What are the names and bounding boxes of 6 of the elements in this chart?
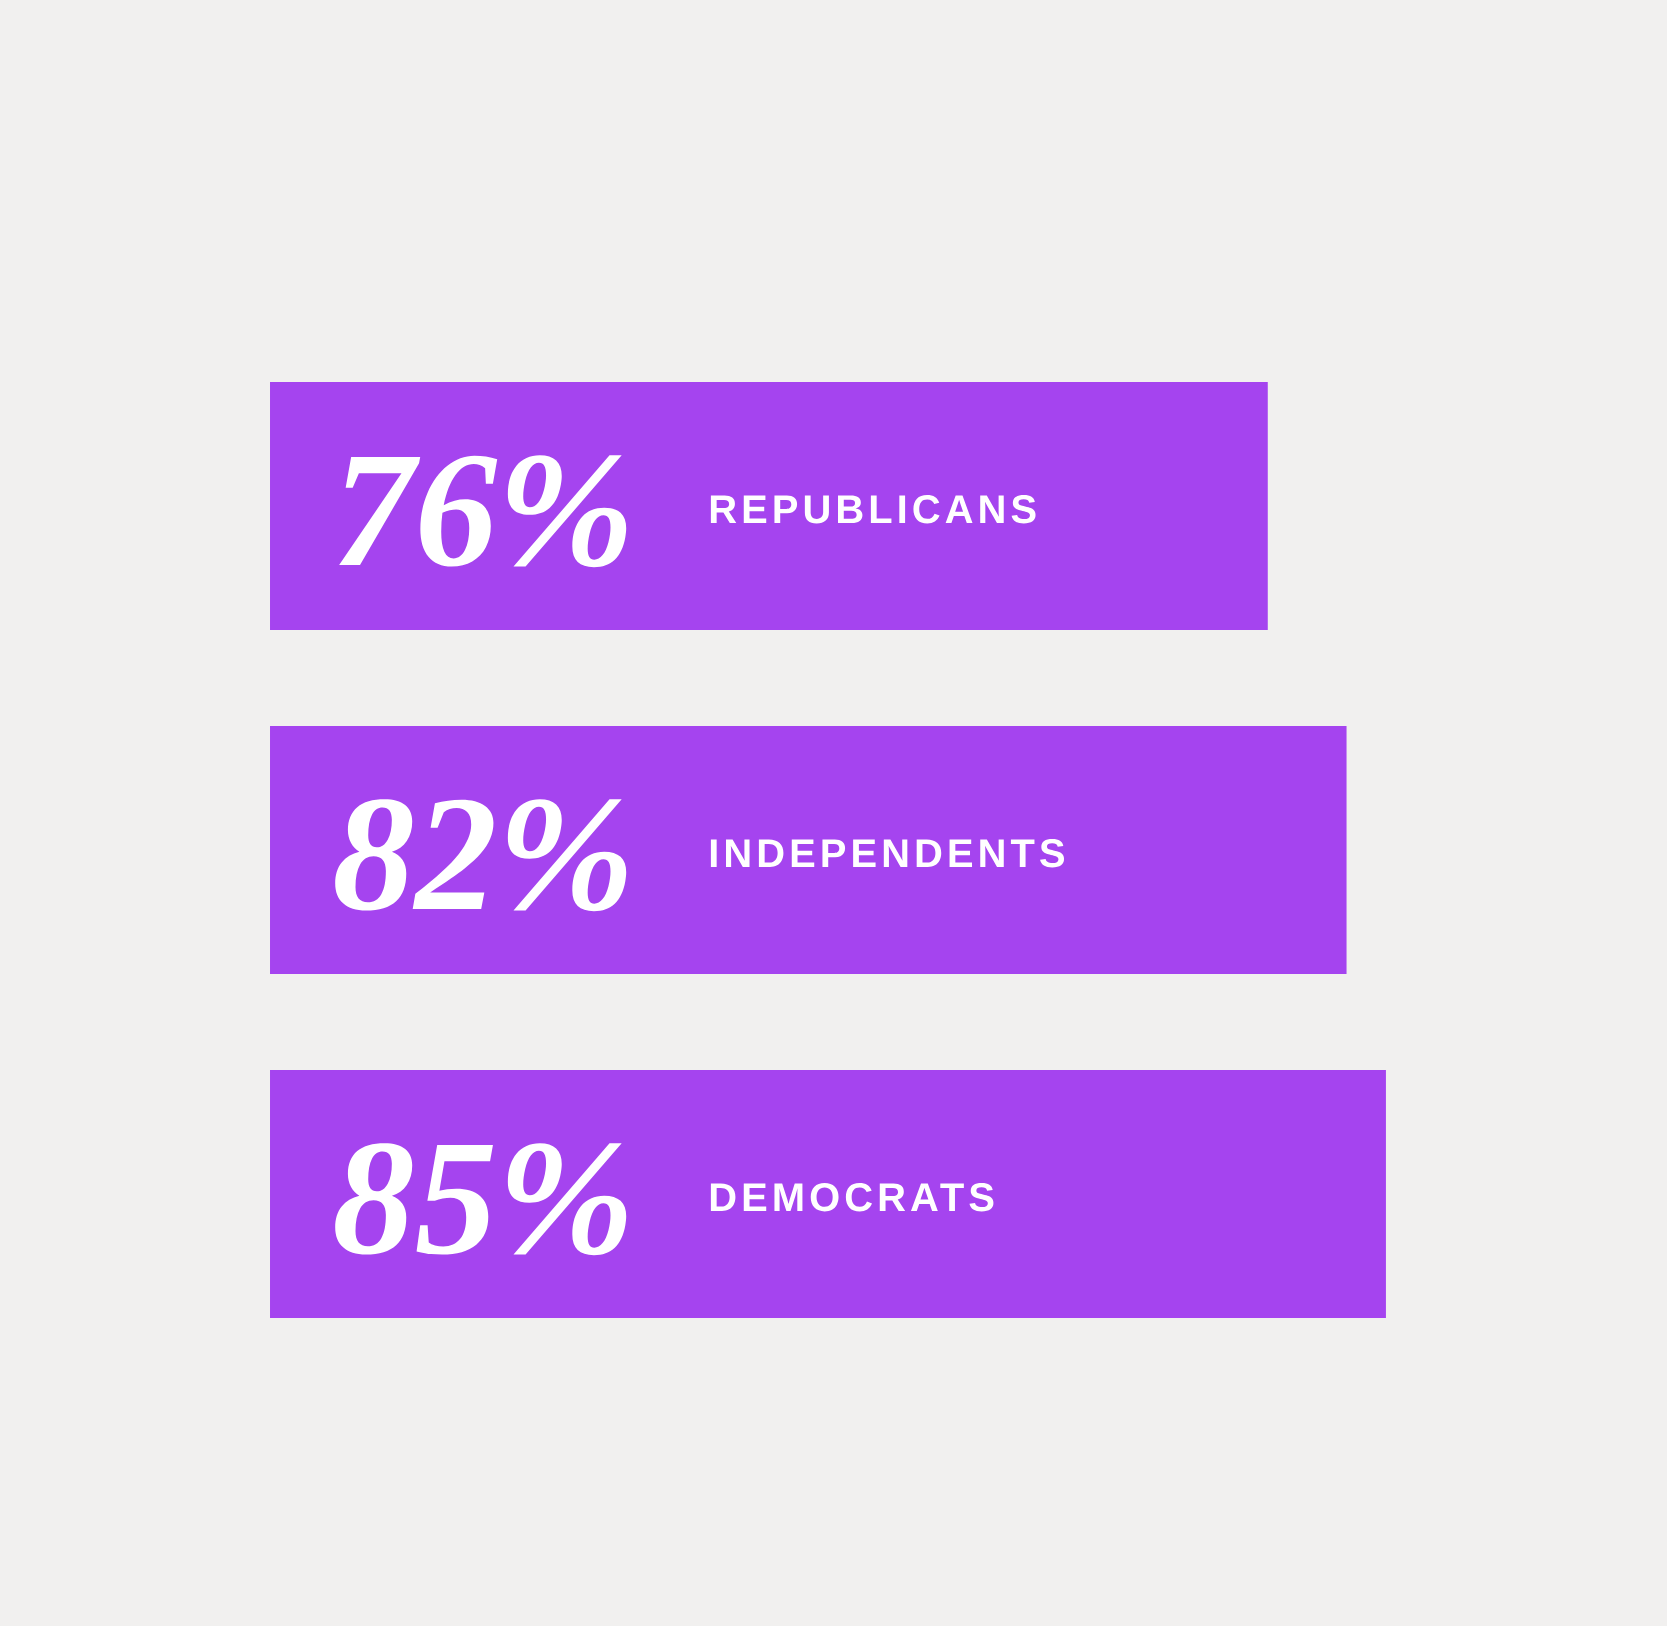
y-tick-label: REPUBLICANS (710, 495, 1036, 524)
y-tick-label: INDEPENDENTS (710, 839, 1065, 868)
y-tick-label: DEMOCRATS (710, 1183, 994, 1212)
data-label: 76% (339, 455, 627, 568)
data-label: 82% (335, 799, 627, 912)
data-label: 85% (335, 1143, 627, 1256)
